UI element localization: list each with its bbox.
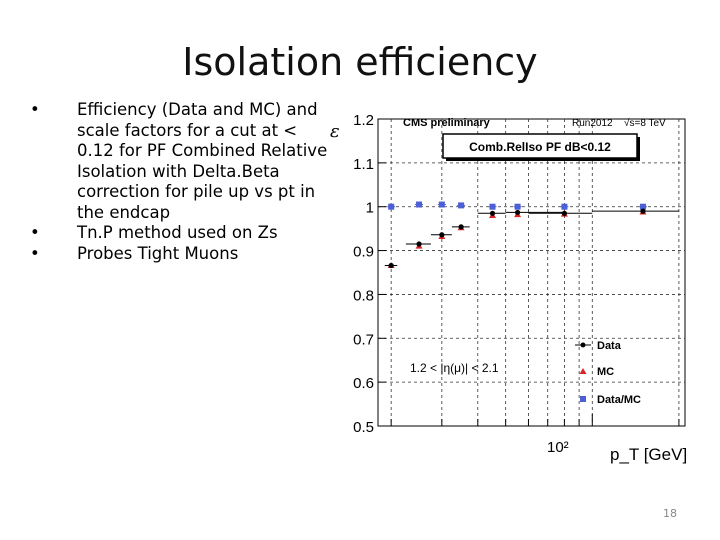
data-markers [384, 201, 679, 269]
data-point [458, 224, 464, 230]
ratio-point [639, 203, 646, 210]
bullet-item: • Tn.P method used on Zs [30, 223, 330, 244]
ratio-point [438, 201, 445, 208]
data-point [439, 232, 445, 238]
y-tick-label: 1 [366, 200, 374, 217]
run-label: Run2012 [572, 118, 613, 129]
legend-ratio-label: Data/MC [597, 394, 641, 406]
slide-number: 18 [663, 507, 677, 520]
bullet-marker: • [30, 100, 40, 119]
bullet-item: • Efficiency (Data and MC) and scale fac… [30, 100, 330, 223]
y-tick-label: 1.2 [353, 112, 374, 129]
bullet-text: Tn.P method used on Zs [77, 223, 278, 242]
y-tick-label: 0.7 [353, 331, 374, 348]
y-tick-label: 0.6 [353, 375, 374, 392]
data-point [640, 208, 646, 214]
y-tick-label: 0.9 [353, 244, 374, 261]
bullet-item: • Probes Tight Muons [30, 244, 330, 265]
region-label: 1.2 < |η(μ)| < 2.1 [410, 361, 499, 375]
selection-box [442, 133, 638, 159]
ratio-point [514, 203, 521, 210]
data-point [388, 262, 394, 269]
ratio-point [458, 202, 465, 209]
x-tick-label: 10² [547, 439, 569, 456]
x-axis-label: p_T [GeV] [610, 445, 687, 464]
plot-frame [377, 118, 686, 427]
legend-mc-label: MC [597, 366, 614, 378]
bullet-marker: • [30, 223, 40, 242]
chart-title: CMS preliminary [403, 117, 491, 129]
ratio-point [561, 203, 568, 210]
y-tick-label: 0.8 [353, 287, 374, 304]
legend-data-label: Data [597, 340, 622, 352]
selection-box-shadow [637, 137, 640, 161]
legend: Data MC Data/MC [575, 340, 641, 406]
y-axis: 0.5 0.6 0.7 0.8 0.9 1 1.1 1.2 [353, 112, 386, 436]
data-point [514, 209, 521, 216]
y-tick-label: 1.1 [353, 156, 374, 173]
ratio-point [489, 203, 496, 210]
legend-mc-marker [579, 368, 587, 374]
bullet-list: • Efficiency (Data and MC) and scale fac… [30, 100, 330, 264]
energy-label: √s=8 TeV [624, 117, 666, 129]
data-point [561, 210, 568, 216]
ratio-point [388, 203, 395, 210]
grid [378, 119, 685, 426]
legend-ratio-marker [580, 396, 586, 402]
bullet-text: Efficiency (Data and MC) and scale facto… [77, 100, 328, 222]
bullet-marker: • [30, 243, 40, 263]
y-tick-label: 0.5 [353, 419, 374, 436]
y-axis-label: ε [330, 121, 340, 142]
data-point [489, 210, 496, 216]
data-point [416, 241, 422, 247]
selection-box-shadow [446, 158, 640, 161]
legend-data-marker [580, 342, 586, 348]
bullet-text: Probes Tight Muons [77, 243, 239, 263]
slide-title: Isolation efficiency [182, 40, 538, 84]
selection-label: Comb.RelIso PF dB<0.12 [469, 140, 611, 154]
ratio-point [416, 201, 423, 208]
